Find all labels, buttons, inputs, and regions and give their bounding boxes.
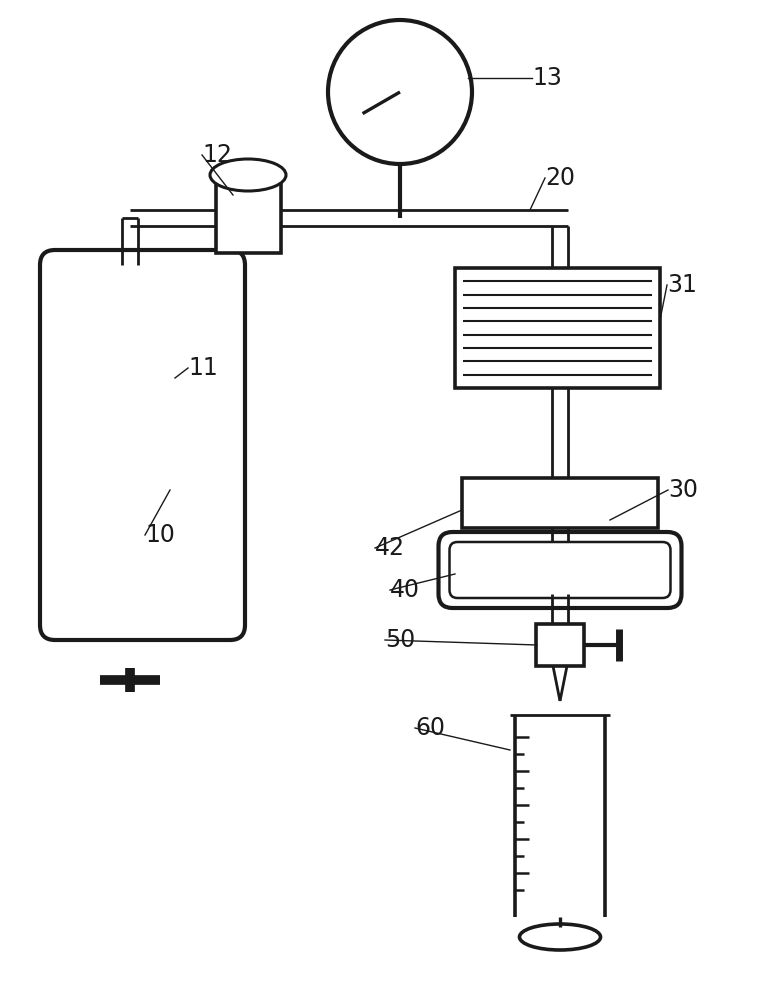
Bar xyxy=(462,478,658,528)
Text: 10: 10 xyxy=(145,523,174,547)
FancyBboxPatch shape xyxy=(438,532,681,608)
Bar xyxy=(536,624,584,666)
FancyBboxPatch shape xyxy=(40,250,245,640)
Bar xyxy=(216,183,280,253)
Text: 42: 42 xyxy=(375,536,405,560)
Text: 30: 30 xyxy=(668,478,698,502)
Ellipse shape xyxy=(210,159,286,191)
Text: 31: 31 xyxy=(667,273,697,297)
Text: 40: 40 xyxy=(390,578,420,602)
Text: 11: 11 xyxy=(188,356,218,380)
Circle shape xyxy=(328,20,472,164)
Text: 60: 60 xyxy=(415,716,445,740)
Bar xyxy=(455,268,660,388)
Text: 20: 20 xyxy=(545,166,575,190)
Ellipse shape xyxy=(520,924,600,950)
Text: 50: 50 xyxy=(385,628,415,652)
Text: 12: 12 xyxy=(202,143,232,167)
Text: 13: 13 xyxy=(532,66,562,90)
FancyBboxPatch shape xyxy=(450,542,671,598)
